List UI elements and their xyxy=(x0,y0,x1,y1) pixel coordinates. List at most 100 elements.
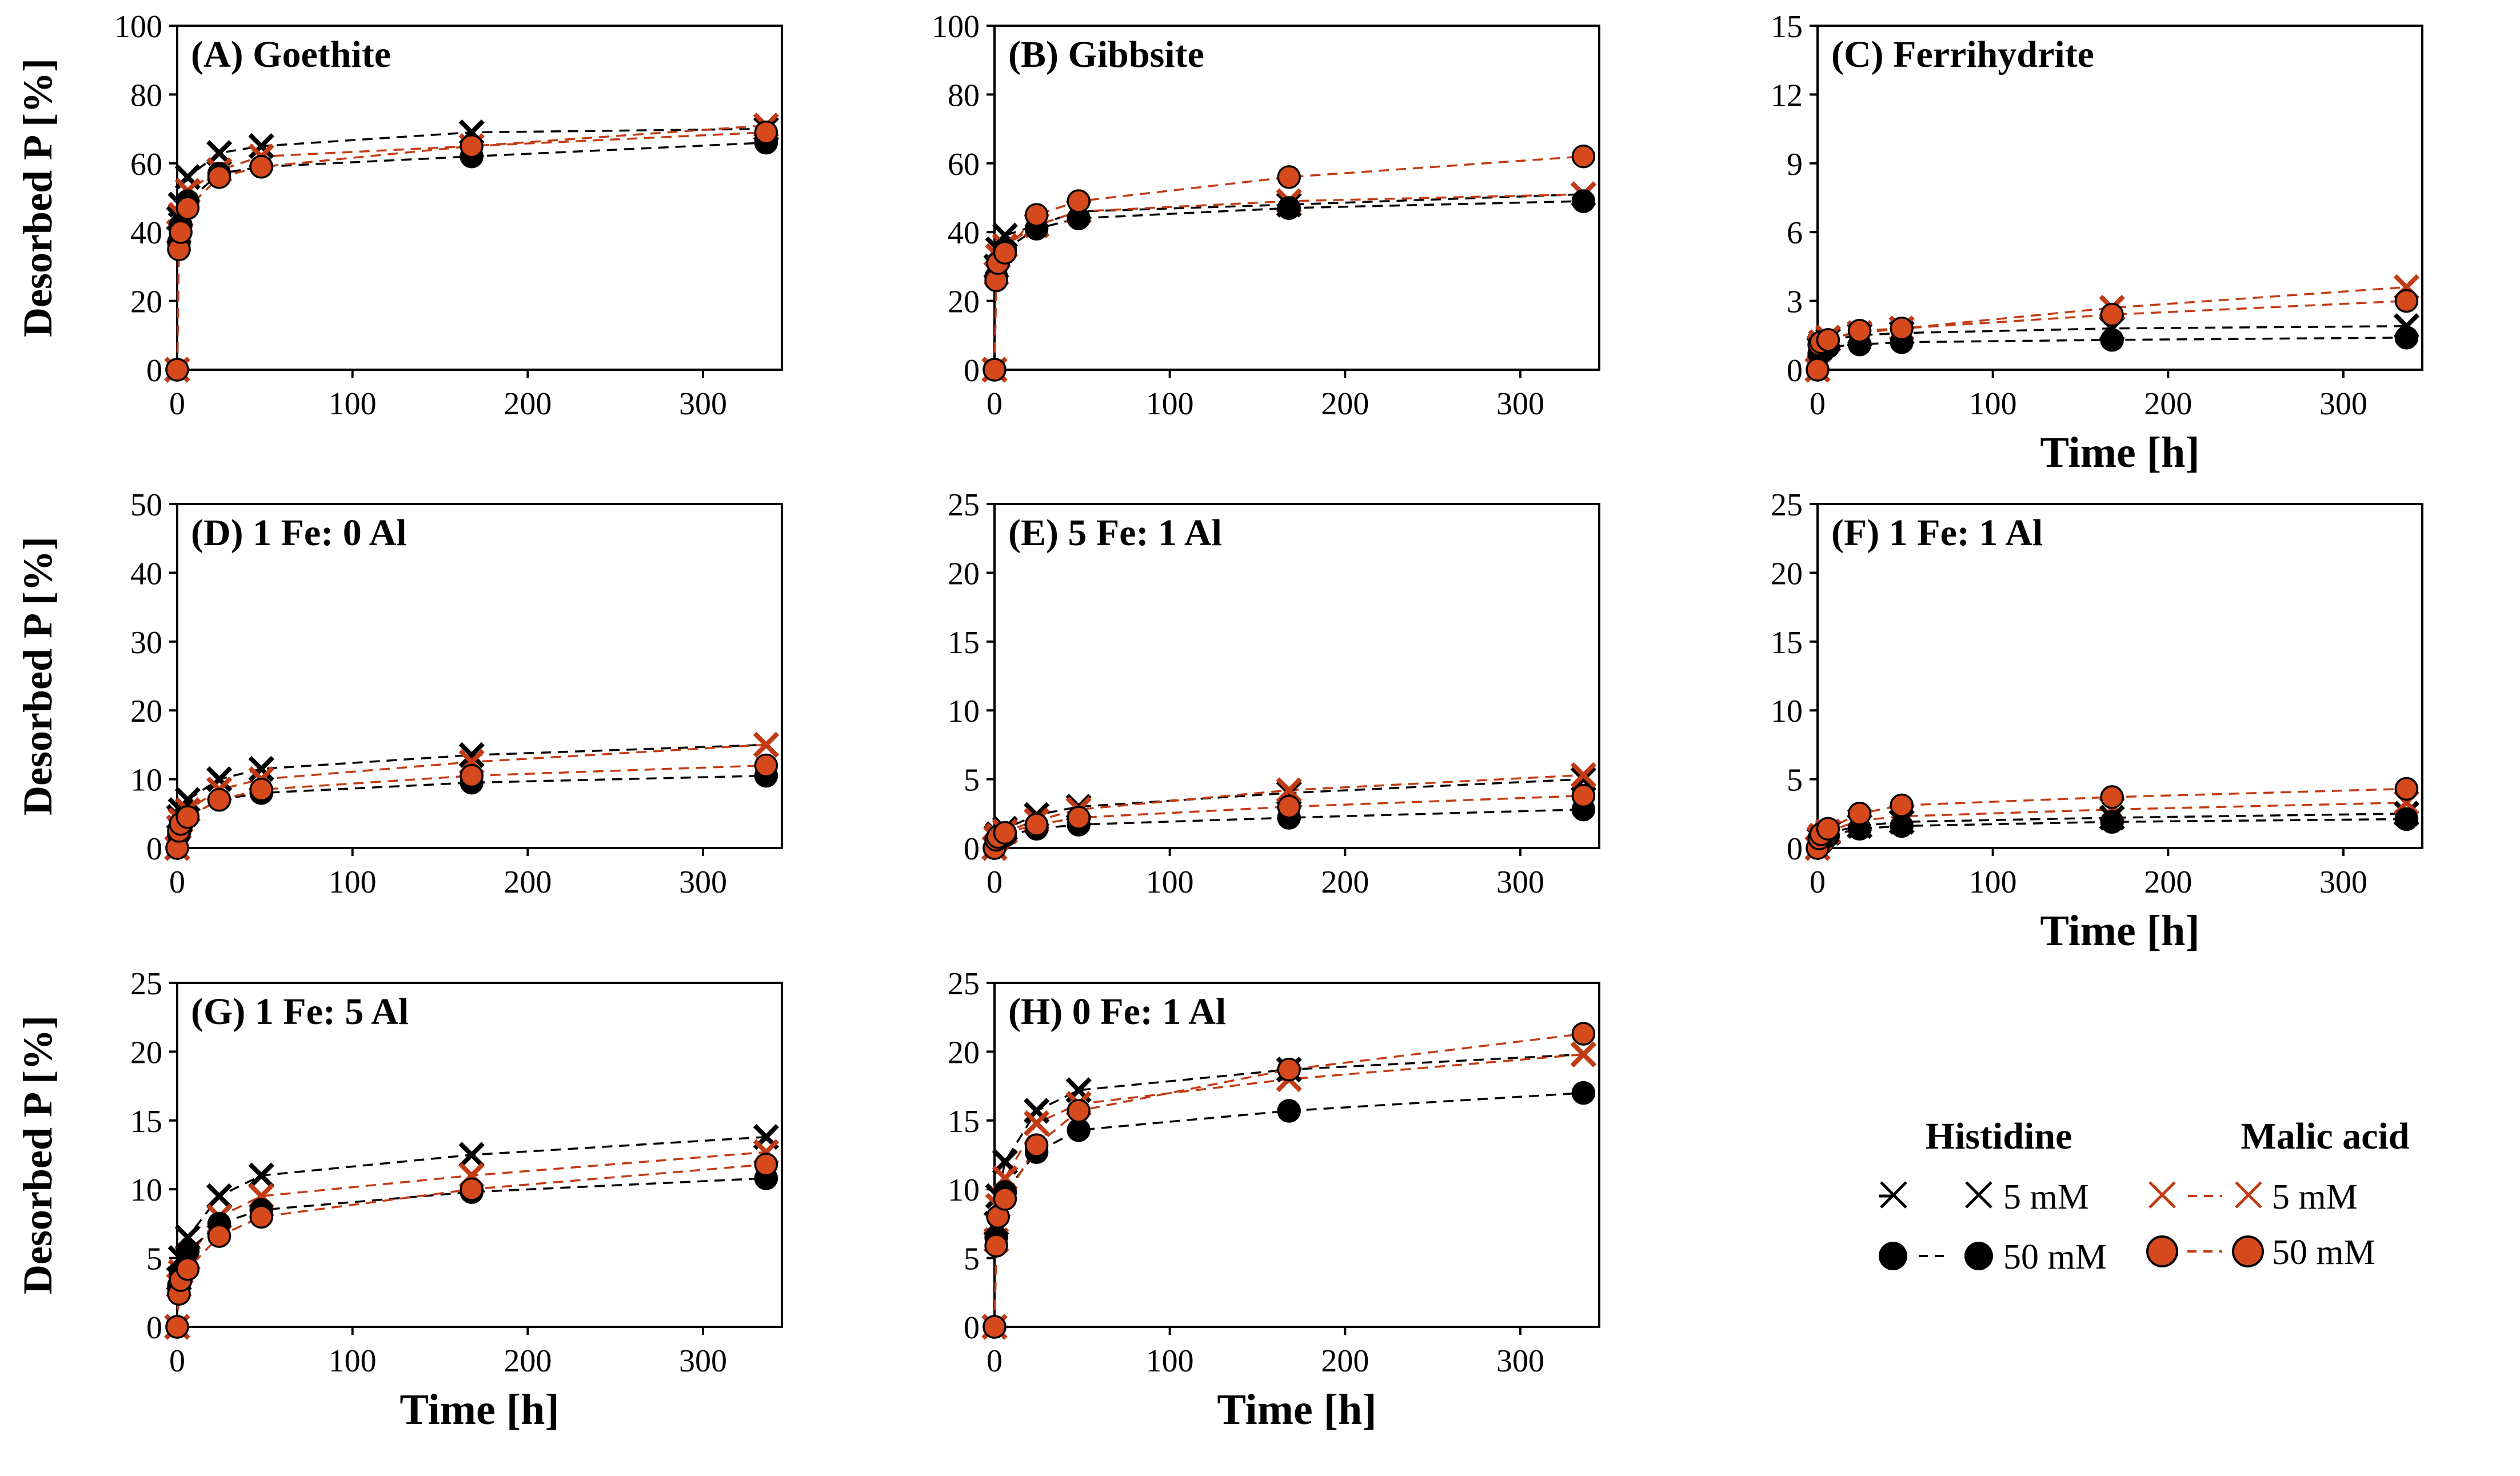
panel-a-xtick-label: 200 xyxy=(504,386,552,422)
panel-f-ytick-label: 25 xyxy=(1771,487,1803,523)
panel-e-point-malic-acid-5-mm xyxy=(1276,777,1302,803)
panel-c: 0 3 6 9 12 15 0 100 200 300 (C) Ferrihydrite Time [… xyxy=(1771,9,2423,477)
panel-d-point-malic-acid-50-mm xyxy=(460,763,484,788)
legend-line-malic-50mm xyxy=(2146,1235,2264,1267)
panel-g-point-malic-acid-50-mm xyxy=(249,1205,273,1229)
panel-c-point-malic-acid-50-mm xyxy=(1816,328,1840,352)
panel-c-xtick-label: 100 xyxy=(1969,386,2017,422)
panel-h-point-malic-acid-50-mm xyxy=(1277,1057,1301,1082)
panel-c-ytick-label: 9 xyxy=(1787,147,1803,182)
panel-f-point-malic-acid-50-mm xyxy=(1847,802,1872,826)
panel-g-point-malic-acid-50-mm xyxy=(460,1177,484,1201)
panel-c-xtick-label: 0 xyxy=(1810,386,1826,422)
panel-e-ytick-label: 25 xyxy=(948,487,980,523)
legend: Histidine Malic acid 5 mM 50 mM 5 mM xyxy=(1879,1115,2410,1277)
panel-c-point-malic-acid-50-mm xyxy=(1847,319,1872,343)
panel-d-ytick-label: 40 xyxy=(130,556,162,591)
panel-d-xtick-label: 200 xyxy=(504,865,552,900)
panel-h-point-malic-acid-5-mm xyxy=(1570,1041,1597,1067)
panel-d-title: (D) 1 Fe: 0 Al xyxy=(191,512,407,554)
panel-a-point-malic-acid-50-mm xyxy=(165,358,189,382)
panel-a-point-histidine-5-mm xyxy=(206,140,233,166)
panel-h-frame xyxy=(993,982,1600,1328)
panel-d-point-malic-acid-50-mm xyxy=(249,777,273,802)
panel-c-ytick-label: 12 xyxy=(1771,78,1803,113)
panel-f-xtick-label: 0 xyxy=(1810,865,1826,900)
panel-e-ytick-label: 15 xyxy=(948,625,980,661)
panel-f-ytick-label: 15 xyxy=(1771,625,1803,661)
panel-e-xtick-label: 200 xyxy=(1321,865,1369,900)
panel-a-title: (A) Goethite xyxy=(191,34,391,75)
panel-b-point-malic-acid-50-mm xyxy=(1571,145,1596,169)
panel-b-point-malic-acid-50-mm xyxy=(983,358,1007,382)
panel-g-point-malic-acid-50-mm xyxy=(207,1224,231,1248)
legend-label-malic-50mm: 50 mM xyxy=(2272,1233,2375,1272)
panel-g-point-histidine-5-mm xyxy=(458,1142,485,1168)
panel-b-point-histidine-50-mm xyxy=(1277,196,1301,220)
panel-h-point-malic-acid-50-mm xyxy=(984,1234,1008,1258)
panel-d-frame xyxy=(176,503,783,849)
panel-g-xtick-label: 300 xyxy=(679,1343,727,1379)
panel-b-point-malic-acid-50-mm xyxy=(993,241,1017,265)
panel-g-ytick-label: 0 xyxy=(146,1310,162,1346)
panel-e-point-malic-acid-5-mm xyxy=(1570,762,1597,789)
panel-g-ytick-label: 15 xyxy=(130,1104,162,1139)
panel-h-ytick-label: 25 xyxy=(948,966,980,1002)
panel-a-ytick-label: 0 xyxy=(146,353,162,389)
panel-d-ytick-label: 0 xyxy=(146,831,162,867)
panel-h-point-malic-acid-50-mm xyxy=(983,1315,1007,1339)
panel-e-point-malic-acid-50-mm xyxy=(1067,806,1091,830)
panel-d-ylabel: Desorbed P [%] xyxy=(15,537,61,815)
panel-f: 0 5 10 15 20 25 0 100 200 300 (F) 1 Fe: 1 Al Time [… xyxy=(1771,487,2423,955)
panel-d-ytick-label: 10 xyxy=(130,763,162,798)
panel-c-point-histidine-50-mm xyxy=(2394,326,2419,350)
panel-f-xtick-label: 300 xyxy=(2319,865,2367,900)
panel-d-point-malic-acid-50-mm xyxy=(754,753,778,778)
panel-e-xtick-label: 300 xyxy=(1496,865,1544,900)
panel-c-ytick-label: 6 xyxy=(1787,215,1803,251)
panel-g-xtick-label: 100 xyxy=(329,1343,377,1379)
panel-h-xtick-label: 300 xyxy=(1496,1343,1544,1379)
panel-b-ytick-label: 100 xyxy=(932,9,980,45)
panel-b-ytick-label: 80 xyxy=(948,78,980,113)
panel-f-point-malic-acid-50-mm xyxy=(2100,785,2124,809)
panel-h-point-malic-acid-50-mm xyxy=(1067,1099,1091,1123)
panel-c-point-malic-acid-50-mm xyxy=(1890,317,1914,341)
panel-a: 0 20 40 60 80 100 0 100 200 300 (A) Goethite Desorb… xyxy=(15,9,783,422)
panel-c-point-malic-acid-50-mm xyxy=(2394,289,2419,313)
panel-c-point-malic-acid-50-mm xyxy=(2100,302,2124,327)
panel-g-title: (G) 1 Fe: 5 Al xyxy=(191,991,409,1033)
panel-b-frame xyxy=(993,25,1600,371)
panel-g-ytick-label: 25 xyxy=(130,966,162,1002)
panel-c-point-histidine-50-mm xyxy=(2100,328,2124,352)
panel-c-ytick-label: 15 xyxy=(1771,9,1803,45)
panel-f-xlabel: Time [h] xyxy=(2040,907,2199,955)
panel-e-point-malic-acid-50-mm xyxy=(1571,783,1596,808)
panel-e-frame xyxy=(993,503,1600,849)
panel-f-line-malic-acid-50-mm xyxy=(1816,787,2407,849)
panel-h-ytick-label: 20 xyxy=(948,1035,980,1070)
panel-e-xtick-label: 0 xyxy=(987,865,1003,900)
panel-d-xtick-label: 0 xyxy=(169,865,185,900)
panel-g-xlabel: Time [h] xyxy=(400,1386,559,1434)
panel-h-point-histidine-5-mm xyxy=(992,1149,1019,1175)
panel-a-line-histidine-5-mm xyxy=(176,127,766,370)
panel-f-ytick-label: 10 xyxy=(1771,694,1803,729)
panel-f-point-histidine-50-mm xyxy=(1890,814,1914,838)
panel-b-point-malic-acid-50-mm xyxy=(1067,189,1091,213)
panel-e-ytick-label: 20 xyxy=(948,556,980,591)
panel-e-point-histidine-5-mm xyxy=(1570,766,1597,793)
panel-d: 0 10 20 30 40 50 0 100 200 300 (D) 1 Fe: 0 Al Desor… xyxy=(15,487,783,900)
panel-h-point-malic-acid-50-mm xyxy=(1571,1022,1596,1046)
panel-h-ytick-label: 0 xyxy=(964,1310,980,1346)
panel-a-point-malic-acid-50-mm xyxy=(460,134,484,158)
panel-d-point-histidine-5-mm xyxy=(458,742,485,769)
panel-h-xtick-label: 100 xyxy=(1146,1343,1194,1379)
panel-c-frame xyxy=(1816,25,2423,371)
panel-e-point-malic-acid-50-mm xyxy=(993,821,1017,845)
panel-f-point-histidine-50-mm xyxy=(2394,807,2419,831)
panel-d-ytick-label: 20 xyxy=(130,694,162,729)
panel-c-xtick-label: 300 xyxy=(2319,386,2367,422)
panel-e: 0 5 10 15 20 25 0 100 200 300 (E) 5 Fe: 1 Al xyxy=(948,487,1600,900)
